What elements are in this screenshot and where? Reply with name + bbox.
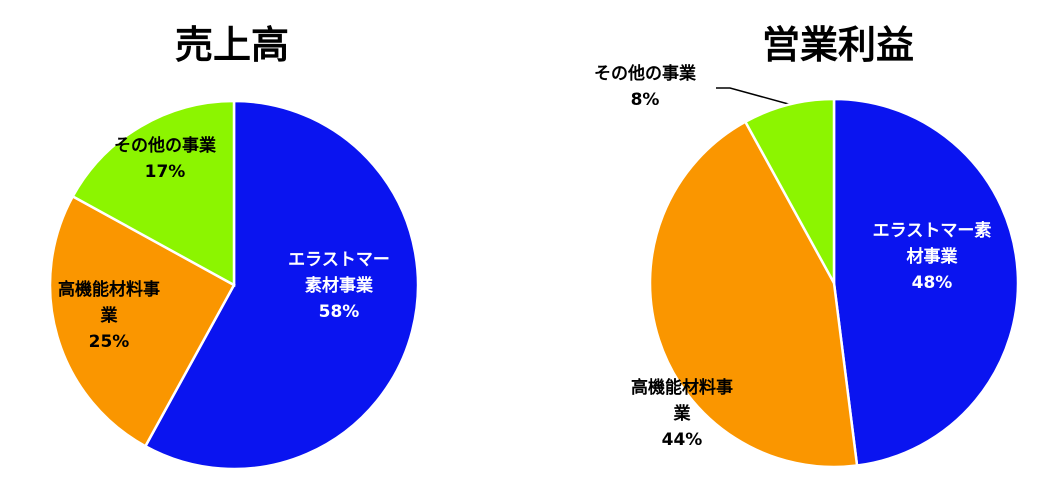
slice-label-high-performance: 高機能材料事業 25% [58,279,160,352]
operating-profit-pie-chart: 営業利益 エラストマー素材事業 48% 高機能材料事業 44% その他の事業 8% [594,23,1020,469]
pie-slice-other [71,99,236,288]
slice-label-elastomer: エラストマー素材事業 48% [873,221,992,293]
pie-slice-elastomer [143,99,420,471]
profit-chart-title: 営業利益 [762,23,914,67]
pie-slice-elastomer [832,97,1020,467]
sales-chart-title: 売上高 [175,23,289,67]
slice-label-other: その他の事業 8% [594,63,696,110]
pie-slice-high-performance [48,194,236,448]
slice-label-high-performance: 高機能材料事業 44% [631,377,733,450]
leader-line [716,87,793,106]
pie-slice-high-performance [648,120,859,469]
pie-slice-other [743,97,836,284]
slice-label-other: その他の事業 17% [114,135,216,182]
slice-label-elastomer: エラストマー素材事業 58% [288,250,390,322]
sales-pie-chart: 売上高 エラストマー素材事業 58% 高機能材料事業 25% その他の事業 17% [48,23,420,471]
